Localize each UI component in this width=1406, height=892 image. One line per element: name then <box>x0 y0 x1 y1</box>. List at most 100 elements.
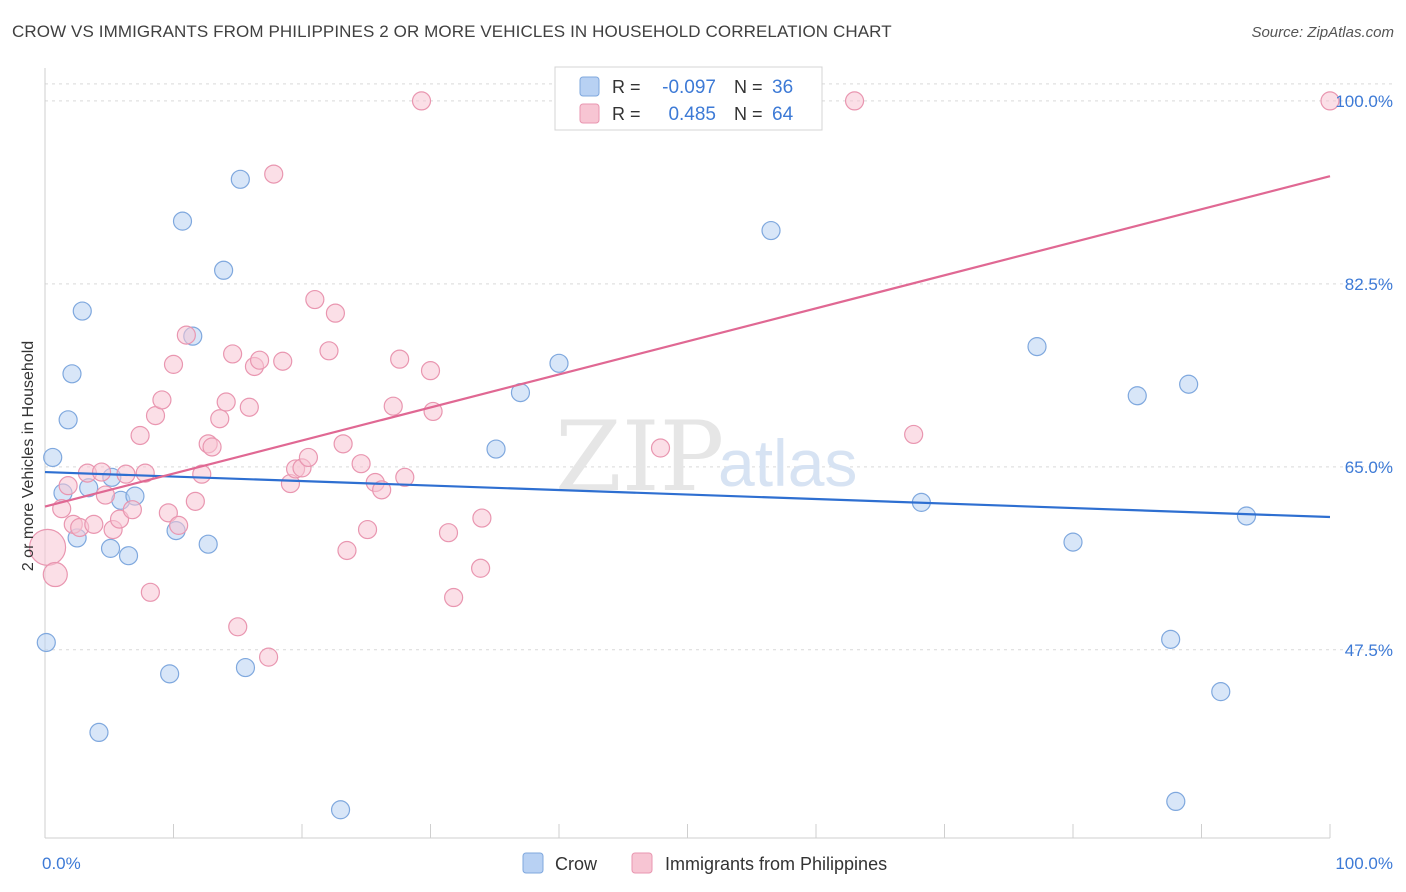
crow-point-34 <box>1211 682 1231 702</box>
crow-point-1 <box>43 447 63 468</box>
phil-point-21 <box>169 515 189 535</box>
phil-point-15 <box>135 463 155 483</box>
crow-point-0 <box>36 632 56 653</box>
phil-point-42 <box>319 341 339 361</box>
phil-point-19 <box>158 503 178 523</box>
phil-point-26 <box>202 437 222 457</box>
series-legend-label-philippines: Immigrants from Philippines <box>665 854 887 874</box>
phil-point-29 <box>223 344 243 364</box>
y-axis-label: 2 or more Vehicles in Household <box>20 341 37 571</box>
crow-point-4 <box>62 364 82 384</box>
crow-point-9 <box>100 538 121 558</box>
phil-point-35 <box>264 164 284 184</box>
phil-point-44 <box>333 434 353 454</box>
phil-point-61 <box>844 91 865 111</box>
legend-crow-n-value: 36 <box>772 77 793 98</box>
phil-point-11 <box>109 509 130 529</box>
legend-swatch-crow <box>579 76 600 97</box>
y-tick-label-3: 47.5% <box>1345 641 1393 660</box>
phil-point-7 <box>84 514 104 534</box>
watermark-zip: ZIP <box>555 401 724 513</box>
phil-point-54 <box>420 361 441 381</box>
phil-point-41 <box>305 289 325 310</box>
phil-point-28 <box>216 392 236 412</box>
phil-point-53 <box>411 91 432 111</box>
y-tick-label-1: 82.5% <box>1345 275 1393 294</box>
phil-point-57 <box>444 587 464 608</box>
crow-point-28 <box>1027 337 1047 357</box>
phil-point-63 <box>1320 91 1340 111</box>
series-legend-label-crow: Crow <box>555 854 598 874</box>
crow-point-3 <box>58 410 78 430</box>
crow-point-30 <box>1127 386 1147 406</box>
crow-point-20 <box>230 169 250 189</box>
legend: R = -0.097 N = 36 R = 0.485 N = 64 <box>554 66 823 131</box>
phil-point-45 <box>337 540 357 561</box>
crow-trend-line <box>44 470 1331 519</box>
x-tick-label-0: 0.0% <box>42 854 81 873</box>
phil-point-8 <box>91 462 112 482</box>
phil-point-50 <box>383 396 403 416</box>
phil-point-43 <box>325 303 346 323</box>
legend-swatch-philippines <box>579 103 600 124</box>
legend-phil-r-label: R = <box>612 104 641 124</box>
legend-crow-n-label: N = <box>734 77 763 97</box>
phil-point-59 <box>472 508 492 528</box>
crow-point-6 <box>72 301 92 321</box>
phil-point-49 <box>372 480 392 500</box>
y-tick-label-2: 65.0% <box>1345 458 1393 477</box>
phil-point-27 <box>210 409 230 429</box>
phil-point-22 <box>176 325 196 345</box>
philippines-points <box>28 91 1340 667</box>
trend-lines <box>44 175 1331 519</box>
phil-point-18 <box>152 390 172 410</box>
x-tick-label-1: 100.0% <box>1335 854 1393 873</box>
phil-point-1 <box>42 561 68 588</box>
crow-point-25 <box>549 353 569 373</box>
phil-point-52 <box>395 467 415 487</box>
legend-phil-r-value: 0.485 <box>668 104 716 125</box>
crow-point-26 <box>761 220 781 241</box>
series-legend-swatch-crow <box>522 852 544 874</box>
y-tick-labels: 100.0% 82.5% 65.0% 47.5% <box>1335 92 1393 660</box>
phil-point-51 <box>390 349 410 369</box>
crow-point-19 <box>214 260 234 280</box>
crow-point-14 <box>160 664 180 684</box>
crow-point-23 <box>486 439 506 459</box>
legend-crow-r-value: -0.097 <box>662 77 716 98</box>
phil-point-3 <box>58 476 78 496</box>
phil-point-46 <box>351 454 371 474</box>
crow-point-33 <box>1179 374 1199 394</box>
watermark-atlas: atlas <box>718 426 857 500</box>
crow-point-31 <box>1161 629 1181 649</box>
phil-point-56 <box>438 523 459 543</box>
crow-point-16 <box>172 211 193 231</box>
chart-title: CROW VS IMMIGRANTS FROM PHILIPPINES 2 OR… <box>12 22 892 41</box>
phil-point-62 <box>904 424 924 445</box>
x-tick-labels: 0.0% 100.0% <box>42 854 1393 873</box>
phil-point-23 <box>185 491 205 511</box>
phil-point-34 <box>258 647 279 667</box>
phil-point-36 <box>273 351 293 371</box>
phil-point-16 <box>140 582 160 602</box>
source-label: Source: ZipAtlas.com <box>1251 24 1394 41</box>
crow-point-32 <box>1166 791 1186 812</box>
crow-point-18 <box>198 534 218 554</box>
crow-point-35 <box>1236 506 1257 526</box>
phil-point-47 <box>357 519 378 540</box>
phil-point-58 <box>471 558 491 578</box>
crow-point-8 <box>89 722 109 743</box>
phil-point-13 <box>122 500 142 520</box>
phil-point-33 <box>249 350 270 370</box>
series-legend-swatch-philippines <box>631 852 653 874</box>
crow-point-21 <box>235 657 256 678</box>
legend-phil-n-label: N = <box>734 104 763 124</box>
phil-point-20 <box>163 354 184 374</box>
phil-point-14 <box>130 425 150 446</box>
crow-point-22 <box>330 800 351 820</box>
legend-phil-n-value: 64 <box>772 104 794 125</box>
phil-point-60 <box>650 438 671 458</box>
phil-trend-line <box>44 175 1331 508</box>
series-legend: Crow Immigrants from Philippines <box>522 852 887 874</box>
